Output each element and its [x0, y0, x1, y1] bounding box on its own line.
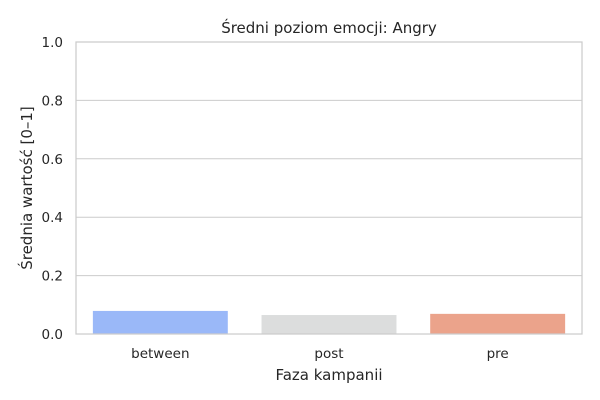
bars — [92, 310, 566, 334]
x-tick-labels: between post pre — [131, 346, 509, 362]
x-tick-label: between — [131, 346, 189, 362]
y-tick-label: 0.8 — [42, 93, 63, 109]
x-axis-label: Faza kampanii — [275, 366, 382, 384]
bar-between — [92, 310, 228, 334]
plot-frame — [75, 41, 583, 335]
x-tick-label: post — [314, 346, 343, 362]
y-tick-label: 0.0 — [42, 327, 63, 343]
y-tick-labels: 0.0 0.2 0.4 0.6 0.8 1.0 — [42, 35, 63, 343]
chart-title: Średni poziom emocji: Angry — [221, 18, 437, 37]
grid-lines — [76, 41, 582, 335]
y-tick-label: 0.6 — [42, 152, 63, 168]
y-tick-label: 0.2 — [42, 269, 63, 285]
bar-pre — [430, 313, 566, 334]
x-tick-label: pre — [487, 346, 509, 362]
y-tick-label: 1.0 — [42, 35, 63, 51]
bar-post — [261, 315, 397, 334]
y-axis-label: Średnia wartość [0–1] — [17, 106, 36, 270]
y-tick-label: 0.4 — [42, 210, 63, 226]
